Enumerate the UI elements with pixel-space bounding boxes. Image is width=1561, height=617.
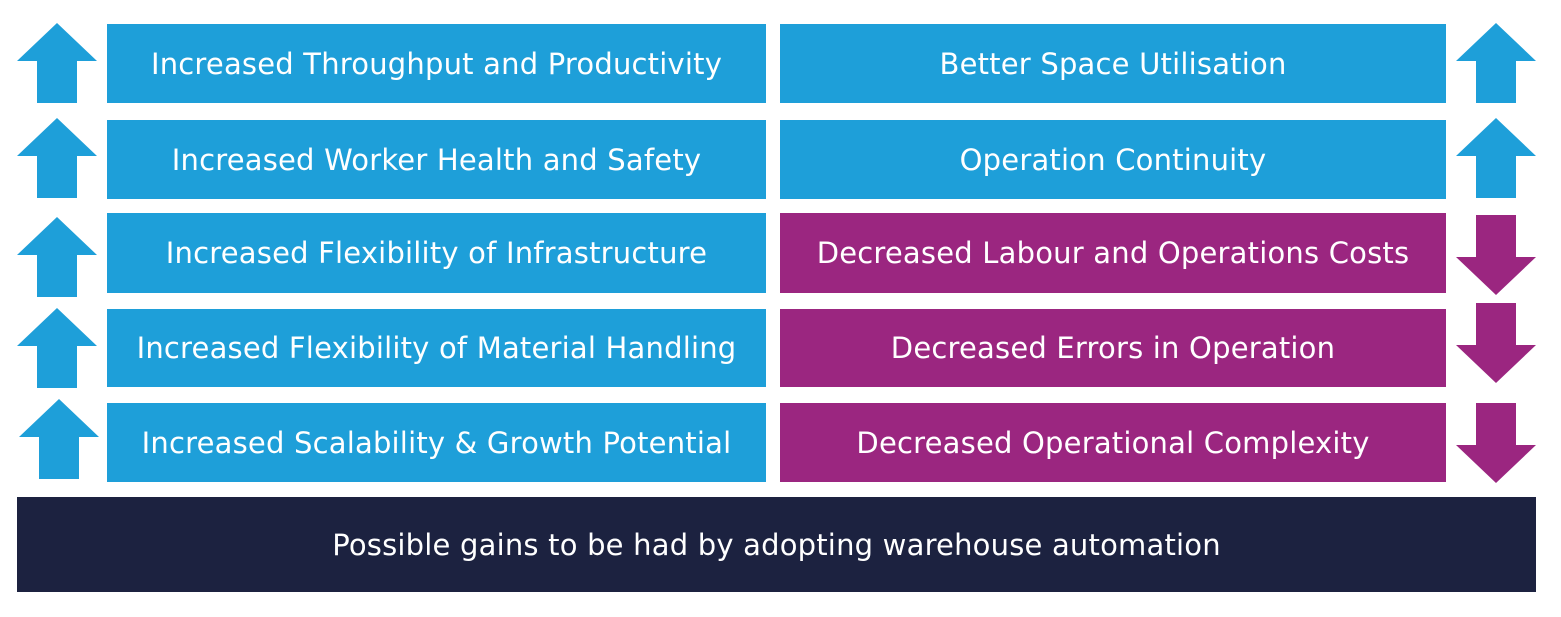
left-item-label: Increased Flexibility of Material Handli… [136, 331, 737, 365]
right-item-operation-continuity: Operation Continuity [780, 120, 1446, 199]
right-item-errors: Decreased Errors in Operation [780, 309, 1446, 387]
right-item-complexity: Decreased Operational Complexity [780, 403, 1446, 482]
up-arrow-icon [1456, 23, 1536, 103]
right-item-label: Decreased Operational Complexity [856, 425, 1370, 460]
left-item-flexibility-infrastructure: Increased Flexibility of Infrastructure [107, 213, 766, 293]
up-arrow-icon [17, 23, 97, 103]
left-item-flexibility-material-handling: Increased Flexibility of Material Handli… [107, 309, 766, 387]
footer-banner: Possible gains to be had by adopting war… [17, 497, 1536, 592]
right-item-label: Operation Continuity [959, 142, 1267, 177]
right-item-label: Decreased Labour and Operations Costs [816, 236, 1410, 270]
right-item-label: Better Space Utilisation [939, 46, 1287, 81]
left-item-throughput: Increased Throughput and Productivity [107, 24, 766, 103]
left-item-label: Increased Scalability & Growth Potential [141, 425, 732, 460]
left-item-scalability: Increased Scalability & Growth Potential [107, 403, 766, 482]
right-item-labour-costs: Decreased Labour and Operations Costs [780, 213, 1446, 293]
up-arrow-icon [17, 308, 97, 388]
left-item-health-safety: Increased Worker Health and Safety [107, 120, 766, 199]
right-item-space-utilisation: Better Space Utilisation [780, 24, 1446, 103]
down-arrow-icon [1456, 215, 1536, 295]
up-arrow-icon [1456, 118, 1536, 198]
down-arrow-icon [1456, 403, 1536, 483]
up-arrow-icon [17, 118, 97, 198]
up-arrow-icon [17, 217, 97, 297]
up-arrow-icon [19, 399, 99, 479]
right-item-label: Decreased Errors in Operation [890, 331, 1336, 365]
left-item-label: Increased Throughput and Productivity [150, 46, 723, 81]
footer-label: Possible gains to be had by adopting war… [332, 527, 1221, 562]
left-item-label: Increased Flexibility of Infrastructure [165, 236, 708, 270]
left-item-label: Increased Worker Health and Safety [171, 142, 702, 177]
down-arrow-icon [1456, 303, 1536, 383]
